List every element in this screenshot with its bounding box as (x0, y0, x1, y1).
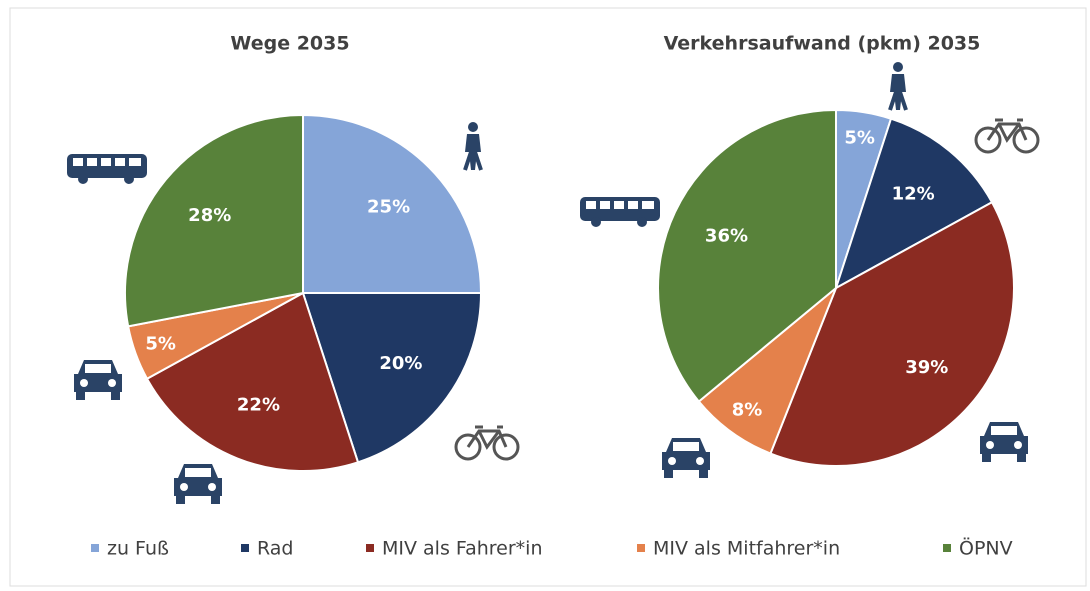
legend-swatch (366, 544, 374, 552)
value: 36 (705, 225, 730, 246)
value: 5 (145, 333, 158, 354)
value: 39 (905, 357, 930, 378)
value: 28 (188, 205, 213, 226)
data-label: 25% (367, 196, 410, 217)
data-label: 20% (379, 353, 422, 374)
data-label: 28% (188, 205, 231, 226)
legend-label: Rad (257, 538, 294, 560)
pie-slice (301, 292, 483, 464)
legend-label: zu Fuß (107, 538, 169, 560)
legend-label: MIV als Mitfahrer*in (653, 538, 840, 560)
legend-swatch (943, 544, 951, 552)
legend-label: MIV als Fahrer*in (382, 538, 542, 560)
pie-slice (302, 113, 483, 294)
data-label: 5% (145, 333, 176, 354)
data-label: 8% (732, 399, 763, 420)
data-label: 22% (237, 395, 280, 416)
pie-slice (657, 108, 837, 403)
legend-swatch (637, 544, 645, 552)
value: 25 (367, 196, 392, 217)
data-label: 5% (844, 128, 875, 149)
legend-swatch (91, 544, 99, 552)
legend-swatch (241, 544, 249, 552)
value: 8 (732, 399, 745, 420)
pie-slice (769, 200, 1015, 467)
data-label: 39% (905, 357, 948, 378)
pie-slice (124, 113, 304, 328)
chart-title: Wege 2035 (230, 33, 349, 55)
value: 5 (844, 128, 857, 149)
data-label: 36% (705, 225, 748, 246)
data-label: 12% (892, 184, 935, 205)
value: 22 (237, 395, 262, 416)
pie-slice (697, 287, 837, 455)
legend-label: ÖPNV (959, 537, 1013, 560)
pie-slice (145, 291, 360, 472)
value: 20 (379, 353, 404, 374)
chart-title: Verkehrsaufwand (pkm) 2035 (664, 33, 981, 55)
pie-slice (834, 117, 994, 291)
value: 12 (892, 184, 917, 205)
